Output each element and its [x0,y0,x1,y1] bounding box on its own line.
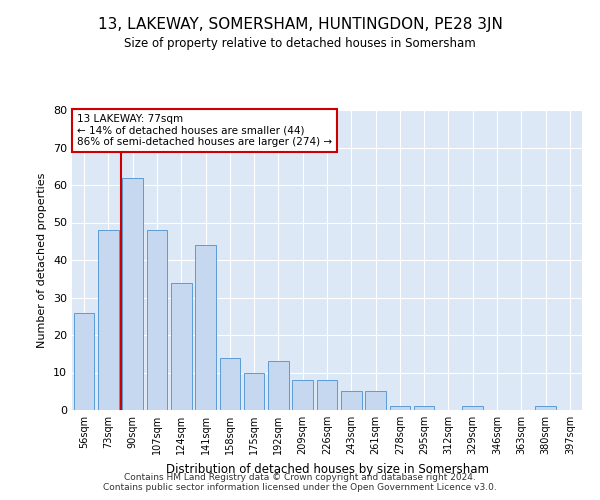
Bar [389,406,410,410]
Bar [146,230,167,410]
Bar [244,372,265,410]
Bar [268,361,289,410]
Bar [535,406,556,410]
Bar [220,358,240,410]
Bar [122,178,143,410]
Text: Contains HM Land Registry data © Crown copyright and database right 2024.
Contai: Contains HM Land Registry data © Crown c… [103,473,497,492]
Text: 13, LAKEWAY, SOMERSHAM, HUNTINGDON, PE28 3JN: 13, LAKEWAY, SOMERSHAM, HUNTINGDON, PE28… [98,18,502,32]
Bar [341,391,362,410]
Bar [195,245,216,410]
X-axis label: Distribution of detached houses by size in Somersham: Distribution of detached houses by size … [166,462,488,475]
Bar [317,380,337,410]
Bar [463,406,483,410]
Bar [292,380,313,410]
Y-axis label: Number of detached properties: Number of detached properties [37,172,47,348]
Bar [98,230,119,410]
Bar [74,312,94,410]
Bar [365,391,386,410]
Bar [171,282,191,410]
Text: 13 LAKEWAY: 77sqm
← 14% of detached houses are smaller (44)
86% of semi-detached: 13 LAKEWAY: 77sqm ← 14% of detached hous… [77,114,332,147]
Text: Size of property relative to detached houses in Somersham: Size of property relative to detached ho… [124,38,476,51]
Bar [414,406,434,410]
